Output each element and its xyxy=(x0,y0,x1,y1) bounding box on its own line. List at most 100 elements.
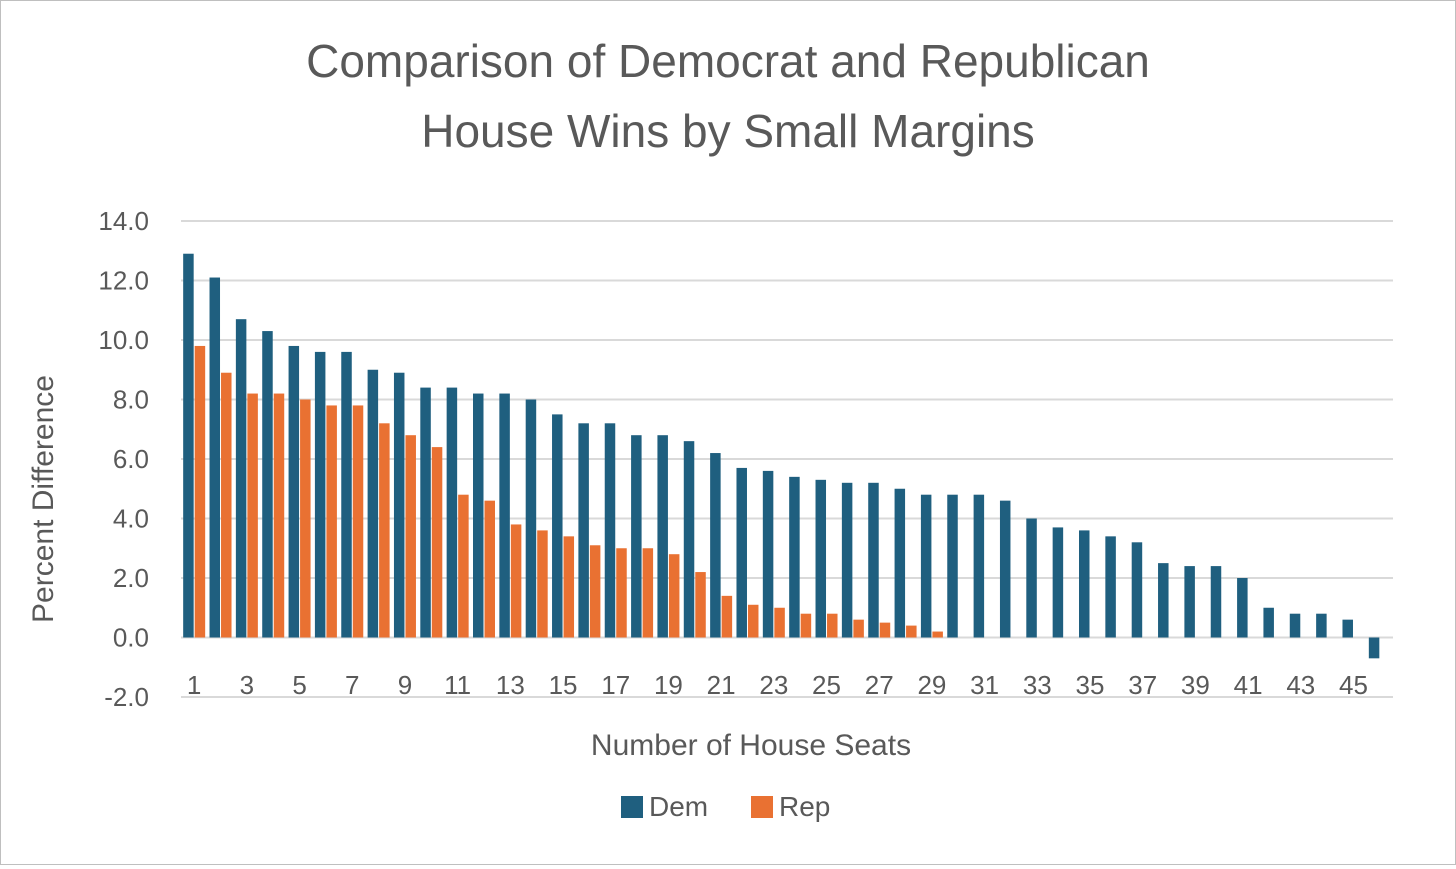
x-tick-label: 11 xyxy=(444,670,471,700)
dem-bar-38 xyxy=(1158,563,1169,638)
dem-bar-15 xyxy=(552,414,563,638)
rep-bar-15 xyxy=(563,536,575,638)
y-tick-label: 10.0 xyxy=(98,325,149,355)
rep-bar-14 xyxy=(537,530,548,638)
legend-swatch-rep xyxy=(751,796,773,818)
rep-bar-10 xyxy=(431,447,443,638)
x-tick-label: 15 xyxy=(549,670,578,700)
dem-bar-43 xyxy=(1289,613,1301,638)
x-tick-label: 43 xyxy=(1286,670,1315,700)
dem-bar-31 xyxy=(973,494,985,638)
dem-bar-7 xyxy=(341,351,352,638)
x-tick-label: 3 xyxy=(240,670,254,700)
rep-bar-9 xyxy=(405,435,416,638)
rep-bar-26 xyxy=(853,619,864,638)
dem-bar-19 xyxy=(657,435,668,638)
rep-bar-29 xyxy=(932,631,943,638)
dem-bar-37 xyxy=(1131,542,1143,638)
rep-bar-18 xyxy=(642,548,654,638)
dem-bar-28 xyxy=(894,488,906,638)
rep-bar-19 xyxy=(668,554,680,638)
dem-bar-5 xyxy=(288,345,300,638)
dem-bar-6 xyxy=(314,351,326,638)
y-tick-label: 4.0 xyxy=(113,504,149,534)
rep-bar-25 xyxy=(827,613,838,638)
x-tick-label: 21 xyxy=(707,670,736,700)
y-axis-title: Percent Difference xyxy=(27,375,60,623)
dem-bar-25 xyxy=(815,479,827,638)
dem-bar-16 xyxy=(578,423,589,638)
y-axis-ticks: -2.0 0.0 2.0 4.0 6.0 8.0 10.0 12.0 14.0 xyxy=(98,206,149,712)
dem-bar-39 xyxy=(1184,566,1195,638)
dem-bar-10 xyxy=(420,387,431,638)
y-tick-label: 14.0 xyxy=(98,206,149,236)
dem-bar-44 xyxy=(1316,613,1327,638)
dem-bar-13 xyxy=(499,393,510,638)
dem-bar-4 xyxy=(262,331,273,638)
dem-bar-32 xyxy=(999,500,1011,638)
x-tick-label: 7 xyxy=(345,670,359,700)
dem-bar-2 xyxy=(209,277,221,638)
rep-bar-17 xyxy=(616,548,627,638)
x-tick-label: 13 xyxy=(496,670,525,700)
rep-bar-3 xyxy=(247,393,258,638)
dem-bar-11 xyxy=(446,387,458,638)
legend: Dem Rep xyxy=(621,791,830,822)
y-tick-label: 2.0 xyxy=(113,563,149,593)
x-tick-label: 35 xyxy=(1076,670,1105,700)
chart-title-line-2: House Wins by Small Margins xyxy=(421,105,1035,157)
legend-label-rep: Rep xyxy=(779,791,830,822)
rep-bar-28 xyxy=(906,625,917,638)
x-axis-title: Number of House Seats xyxy=(591,729,911,762)
rep-bar-5 xyxy=(300,399,311,638)
dem-bar-46 xyxy=(1368,637,1380,659)
dem-bar-9 xyxy=(393,372,405,638)
x-tick-label: 1 xyxy=(187,670,201,700)
bars xyxy=(183,253,1380,659)
rep-bar-7 xyxy=(352,405,364,638)
x-tick-label: 33 xyxy=(1023,670,1052,700)
rep-bar-22 xyxy=(747,604,759,638)
rep-bar-8 xyxy=(379,423,390,638)
dem-bar-20 xyxy=(683,441,695,638)
x-tick-label: 27 xyxy=(865,670,894,700)
dem-bar-41 xyxy=(1237,578,1248,638)
dem-bar-30 xyxy=(947,494,958,638)
dem-bar-18 xyxy=(631,435,642,638)
y-tick-label: 12.0 xyxy=(98,266,149,296)
dem-bar-34 xyxy=(1052,527,1064,638)
rep-bar-1 xyxy=(194,345,206,638)
rep-bar-23 xyxy=(774,607,785,638)
dem-bar-45 xyxy=(1342,619,1353,638)
x-axis-ticks: 1 3 5 7 9 11 13 15 17 19 21 23 25 27 29 31 33 35 37 39 41 43 4… xyxy=(187,670,1368,700)
dem-bar-23 xyxy=(762,470,774,638)
rep-bar-12 xyxy=(484,500,495,638)
dem-bar-3 xyxy=(235,319,247,638)
rep-bar-24 xyxy=(800,613,812,638)
dem-bar-21 xyxy=(710,453,721,638)
rep-bar-27 xyxy=(879,622,891,638)
dem-bar-8 xyxy=(367,369,379,638)
dem-bar-40 xyxy=(1210,566,1222,638)
y-tick-label: -2.0 xyxy=(104,682,149,712)
x-tick-label: 17 xyxy=(601,670,630,700)
x-tick-label: 5 xyxy=(292,670,306,700)
rep-bar-13 xyxy=(510,524,522,638)
x-tick-label: 31 xyxy=(970,670,999,700)
x-tick-label: 9 xyxy=(398,670,412,700)
x-tick-label: 39 xyxy=(1181,670,1210,700)
dem-bar-1 xyxy=(183,253,194,638)
dem-bar-29 xyxy=(920,494,932,638)
x-tick-label: 25 xyxy=(812,670,841,700)
x-tick-label: 37 xyxy=(1128,670,1157,700)
dem-bar-27 xyxy=(868,482,879,638)
rep-bar-11 xyxy=(458,494,469,638)
legend-swatch-dem xyxy=(621,796,643,818)
dem-bar-35 xyxy=(1079,530,1090,638)
y-tick-label: 0.0 xyxy=(113,623,149,653)
dem-bar-12 xyxy=(473,393,484,638)
rep-bar-6 xyxy=(326,405,337,638)
dem-bar-17 xyxy=(604,423,616,638)
